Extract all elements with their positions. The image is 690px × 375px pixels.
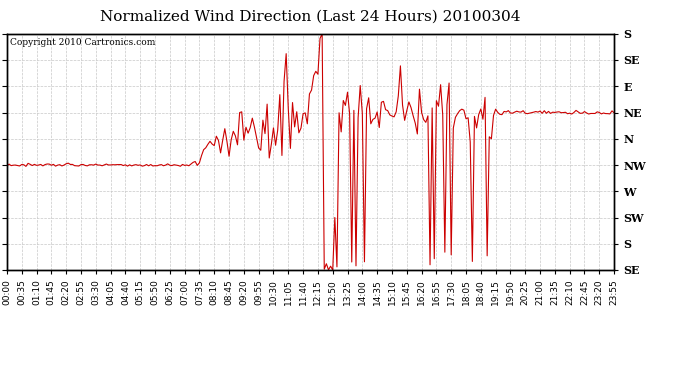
Text: Copyright 2010 Cartronics.com: Copyright 2010 Cartronics.com	[10, 39, 155, 48]
Text: Normalized Wind Direction (Last 24 Hours) 20100304: Normalized Wind Direction (Last 24 Hours…	[100, 9, 521, 23]
